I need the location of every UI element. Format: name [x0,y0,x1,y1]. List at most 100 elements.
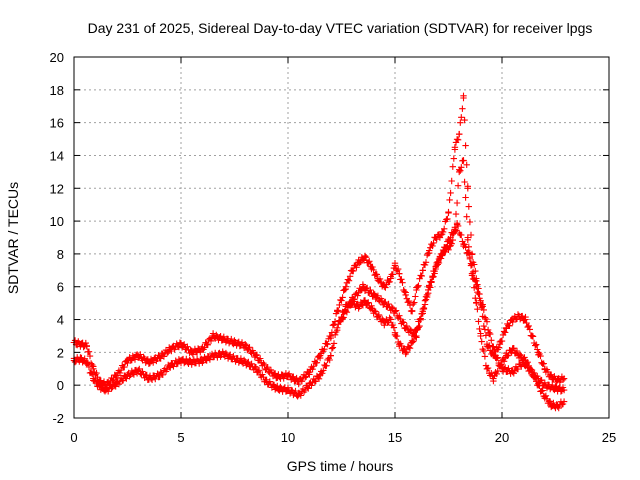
data-point [113,372,120,379]
data-point [445,209,452,217]
data-point [466,254,474,261]
data-point [402,349,409,356]
data-point [509,368,516,376]
data-point [102,386,110,394]
data-point [374,275,382,282]
data-point [77,355,84,363]
data-point [464,185,471,192]
data-point [387,275,394,282]
data-point [167,362,174,369]
data-point [374,313,382,320]
data-point [96,383,103,390]
data-point [295,378,302,386]
y-tick-label: 16 [50,116,64,131]
data-point [548,373,555,381]
data-point [554,377,561,384]
x-axis-label: GPS time / hours [287,458,394,474]
data-point [124,372,131,379]
data-point [135,352,142,359]
data-point [284,372,292,379]
data-point [188,349,195,356]
data-point [220,336,227,343]
y-tick-label: 0 [57,378,64,393]
data-point [528,332,536,340]
data-point [438,231,446,238]
data-point [396,341,403,348]
y-tick-label: 6 [57,280,64,295]
data-point [548,401,555,409]
data-point [408,308,416,315]
data-point [113,380,120,387]
data-point [460,240,467,248]
data-point [252,365,260,372]
data-point [402,324,409,331]
y-tick-label: 14 [50,148,64,163]
data-point [156,372,163,379]
data-point [490,375,497,382]
data-point [274,385,281,392]
data-point [451,144,459,151]
y-axis-label: SDTVAR / TECUs [5,182,21,294]
data-point [509,345,516,353]
data-point [554,403,561,410]
plot-frame [73,56,610,419]
data-point [156,354,163,361]
y-tick-labels: -2 0 2 4 6 8 10 12 14 16 18 20 [50,50,64,426]
x-tick-label: 0 [70,430,77,445]
data-point [413,332,420,340]
data-point [381,299,388,307]
series-1 [70,157,568,412]
data-point [498,365,506,372]
data-point [496,341,504,348]
data-point [145,359,153,366]
data-point [209,332,217,340]
data-point [349,267,356,274]
data-point [447,242,454,249]
data-point [477,332,484,340]
data-point [370,291,377,299]
data-point [441,247,448,254]
data-point [515,313,523,320]
data-point [483,341,491,348]
data-point [560,398,568,405]
data-point [231,355,238,363]
data-point [263,378,270,386]
data-point [220,350,227,358]
data-point [135,367,142,374]
data-point [515,352,523,359]
data-point [263,365,270,372]
data-point [408,339,416,346]
data-point [503,324,510,331]
data-point [77,341,84,348]
data-point [456,130,463,138]
x-tick-label: 25 [602,430,616,445]
data-point [145,375,153,382]
data-point [349,296,356,304]
data-point [361,254,369,261]
data-point [355,258,362,266]
data-point [338,316,345,323]
data-point [464,234,471,241]
data-point [231,339,238,346]
series-2 [338,220,568,395]
data-point [391,329,399,336]
data-point [242,342,249,349]
data-point [434,258,441,266]
data-point [368,263,375,271]
data-point [316,352,324,359]
data-point [419,267,426,274]
data-point [361,298,369,305]
data-point [402,291,409,299]
chart-title: Day 231 of 2025, Sidereal Day-to-day VTE… [88,20,593,36]
y-tick-label: 18 [50,83,64,98]
data-point [426,247,433,254]
data-point [177,357,185,364]
data-point [355,303,362,310]
data-point [368,304,375,312]
data-point [503,352,510,359]
data-point [209,352,217,359]
data-point [90,375,97,382]
data-point [479,303,486,310]
data-point [535,349,542,356]
